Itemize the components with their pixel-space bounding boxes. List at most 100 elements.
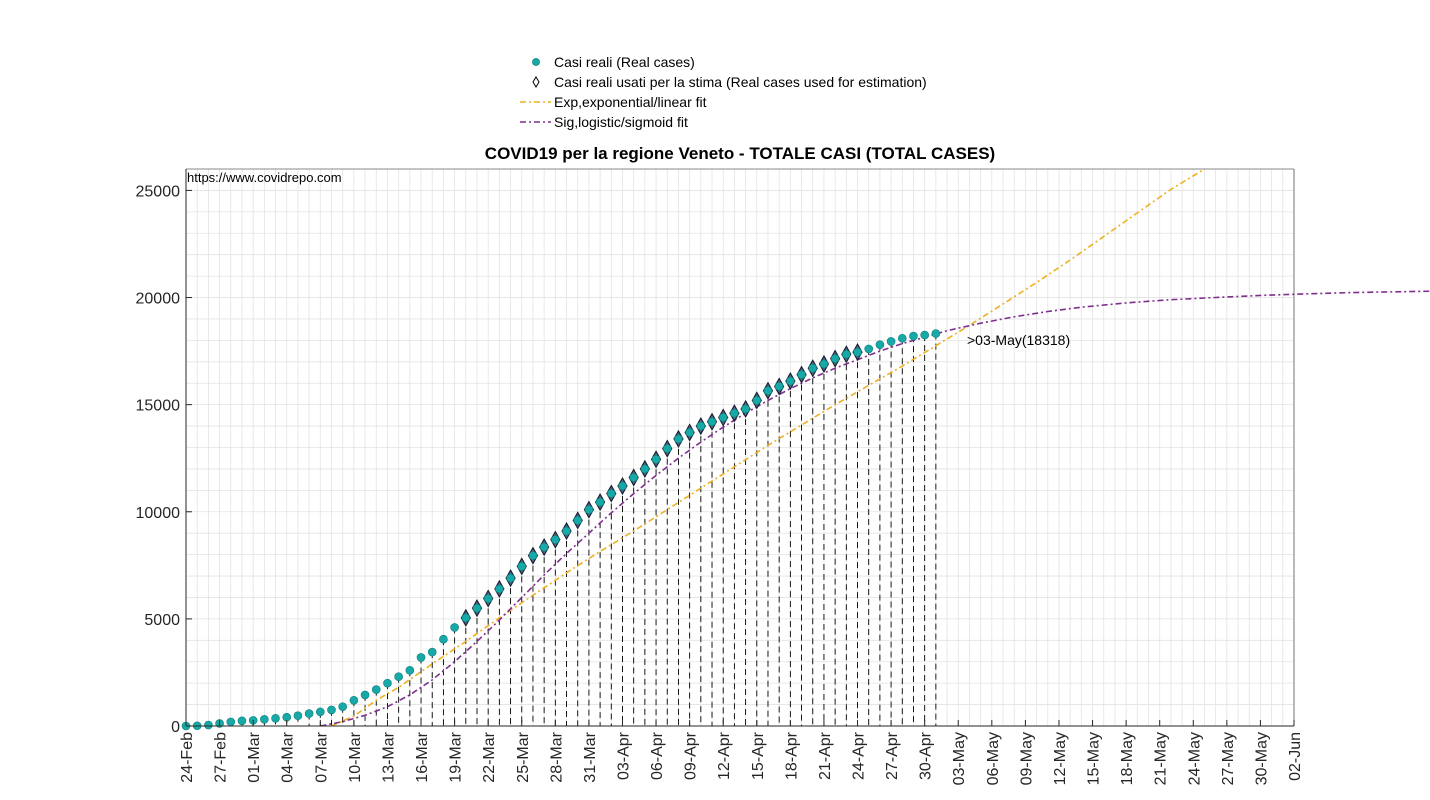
x-tick-label: 18-May (1119, 732, 1136, 785)
legend-marker-real (532, 58, 540, 66)
real-case-point (293, 711, 303, 721)
y-tick-label: 20000 (136, 291, 181, 308)
real-case-point (909, 331, 918, 341)
x-tick-label: 12-Apr (716, 731, 733, 780)
real-case-point (752, 396, 762, 405)
real-case-point (562, 526, 571, 536)
x-tick-label: 27-Apr (884, 731, 901, 780)
x-tick-label: 09-May (1018, 732, 1035, 785)
real-case-point (204, 720, 213, 730)
x-tick-label: 06-Apr (649, 731, 666, 780)
y-tick-label: 10000 (136, 505, 181, 522)
chart-title: COVID19 per la regione Veneto - TOTALE C… (485, 144, 995, 163)
real-case-point (495, 584, 504, 594)
x-tick-label: 12-May (1052, 732, 1069, 785)
real-case-point (842, 350, 851, 359)
x-tick-label: 02-Jun (1287, 732, 1304, 781)
real-case-point (584, 505, 594, 514)
real-case-point (237, 716, 247, 726)
real-case-point (472, 603, 482, 613)
real-case-point (718, 413, 728, 422)
real-case-point (483, 594, 493, 603)
real-case-point (774, 382, 784, 391)
x-tick-label: 22-Mar (481, 731, 498, 782)
real-case-point (528, 551, 538, 560)
real-case-point (674, 434, 683, 444)
x-tick-label: 07-Mar (313, 731, 330, 782)
real-case-point (651, 454, 661, 464)
real-case-point (886, 337, 896, 346)
legend-label-used: Casi reali usati per la stima (Real case… (554, 74, 927, 90)
x-tick-label: 15-May (1086, 732, 1103, 785)
y-tick-label: 0 (171, 719, 180, 736)
real-case-point (920, 330, 929, 340)
real-case-point (853, 347, 862, 357)
legend-label-real: Casi reali (Real cases) (554, 54, 695, 70)
data-points (181, 329, 941, 731)
real-case-point (875, 340, 885, 349)
real-case-point (606, 489, 616, 498)
real-case-point (316, 707, 325, 717)
real-case-point (260, 715, 269, 724)
real-case-point (573, 516, 583, 525)
x-tick-label: 10-Mar (347, 731, 364, 782)
real-case-point (383, 678, 392, 688)
axes (185, 168, 1295, 727)
fit-lines (320, 168, 1430, 727)
x-tick-label: 15-Apr (750, 731, 767, 780)
real-case-point (338, 702, 347, 712)
real-case-point (786, 376, 795, 386)
real-case-point (629, 473, 638, 482)
real-case-point (819, 359, 829, 369)
legend: Casi reali (Real cases) Casi reali usati… (520, 54, 927, 130)
exp-fit-line (331, 168, 1205, 727)
real-case-point (271, 713, 280, 723)
real-case-point (349, 695, 359, 705)
x-tick-label: 19-Mar (448, 731, 465, 782)
real-case-point (226, 717, 236, 727)
x-tick-label: 04-Mar (280, 731, 297, 782)
real-case-point (304, 709, 314, 718)
real-case-point (427, 647, 437, 657)
x-tick-label: 13-Mar (380, 731, 397, 782)
x-tick-label: 01-Mar (246, 731, 263, 782)
real-case-point (808, 363, 818, 373)
real-case-point (360, 690, 370, 700)
legend-label-exp: Exp,exponential/linear fit (554, 94, 707, 110)
real-case-point (450, 623, 459, 632)
y-tick-label: 5000 (144, 612, 180, 629)
x-tick-label: 31-Mar (582, 731, 599, 782)
x-tick-label: 16-Mar (414, 731, 431, 782)
x-tick-label: 21-Apr (817, 731, 834, 780)
x-tick-label: 27-May (1220, 732, 1237, 785)
real-case-point (405, 665, 415, 675)
real-case-point (439, 634, 448, 644)
real-case-point (371, 685, 381, 694)
real-case-point (461, 613, 471, 623)
x-tick-label: 27-Feb (213, 732, 230, 783)
real-case-point (517, 562, 527, 571)
x-tick-label: 25-Mar (515, 731, 532, 782)
real-case-point (830, 354, 840, 363)
x-tick-label: 30-Apr (918, 731, 935, 780)
real-case-point (741, 404, 750, 414)
x-tick-label: 03-Apr (615, 731, 632, 780)
x-tick-label: 06-May (985, 732, 1002, 785)
real-case-point (797, 370, 806, 379)
real-case-point (931, 329, 941, 338)
x-tick-label: 30-May (1253, 732, 1270, 785)
real-case-point (662, 444, 672, 453)
x-tick-label: 18-Apr (783, 731, 800, 780)
real-case-point (897, 333, 907, 343)
x-tick-label: 21-May (1153, 732, 1170, 785)
real-case-point (551, 535, 560, 544)
x-tick-label: 24-Apr (851, 731, 868, 780)
real-case-point (696, 421, 706, 431)
x-tick-label: 03-May (951, 732, 968, 785)
real-case-point (864, 344, 874, 354)
real-case-point (640, 464, 650, 474)
real-case-point (685, 428, 694, 437)
x-tick-label: 24-Feb (179, 732, 196, 783)
